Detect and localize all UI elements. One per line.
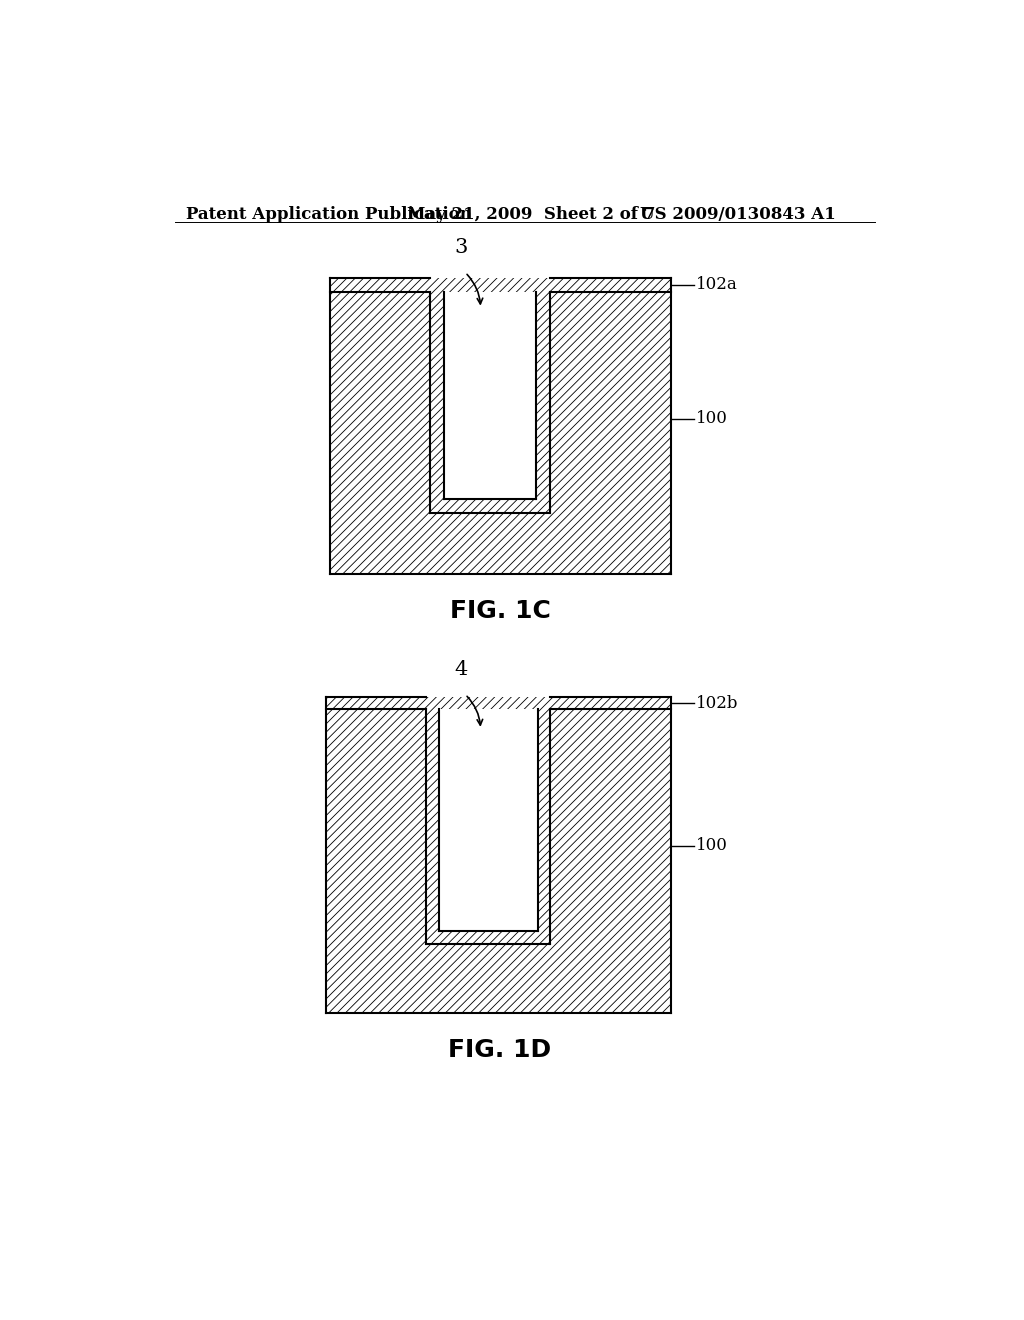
Text: 100: 100 (696, 411, 728, 428)
Bar (550, 292, 671, 574)
Text: Patent Application Publication: Patent Application Publication (186, 206, 472, 223)
Bar (426, 709, 438, 944)
Text: 4: 4 (455, 660, 468, 678)
Text: 100: 100 (696, 837, 728, 854)
Bar (330, 277, 671, 292)
Bar (330, 292, 430, 574)
Bar (430, 292, 444, 512)
Bar (430, 499, 550, 512)
Bar (550, 709, 671, 1014)
Text: 102a: 102a (696, 276, 738, 293)
Text: FIG. 1D: FIG. 1D (449, 1038, 552, 1061)
Bar (326, 709, 426, 1014)
Text: 3: 3 (455, 238, 468, 257)
Bar (444, 292, 537, 499)
Text: 102b: 102b (696, 694, 738, 711)
Text: May 21, 2009  Sheet 2 of 7: May 21, 2009 Sheet 2 of 7 (407, 206, 655, 223)
Bar (330, 512, 671, 574)
Bar (426, 932, 550, 944)
Text: FIG. 1C: FIG. 1C (450, 599, 551, 623)
Bar (538, 709, 550, 944)
Bar (537, 292, 550, 512)
Bar (326, 944, 671, 1014)
Text: US 2009/0130843 A1: US 2009/0130843 A1 (640, 206, 836, 223)
Bar (438, 709, 538, 932)
Bar (326, 697, 671, 709)
